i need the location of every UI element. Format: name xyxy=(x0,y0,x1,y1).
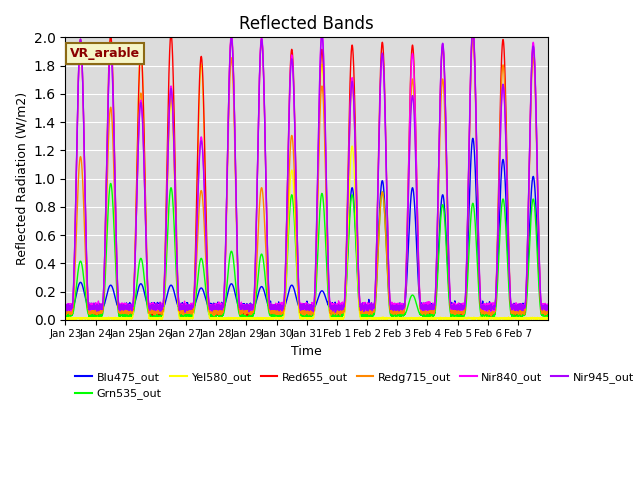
Nir840_out xyxy=(545,305,552,311)
Redg715_out xyxy=(487,313,495,319)
Yel580_out xyxy=(61,315,69,321)
Grn535_out xyxy=(162,276,170,282)
Nir840_out xyxy=(324,257,332,263)
Line: Yel580_out: Yel580_out xyxy=(65,47,548,320)
Red655_out xyxy=(475,261,483,267)
Nir840_out xyxy=(439,41,447,47)
Redg715_out xyxy=(469,35,477,41)
Redg715_out xyxy=(545,310,552,315)
Yel580_out xyxy=(463,316,470,322)
Grn535_out xyxy=(107,180,115,186)
Nir945_out xyxy=(324,259,332,264)
Blu475_out xyxy=(350,201,358,206)
Red655_out xyxy=(439,44,447,49)
Red655_out xyxy=(463,269,470,275)
Blu475_out xyxy=(324,302,332,308)
Redg715_out xyxy=(162,251,170,257)
Grn535_out xyxy=(324,293,332,299)
Red655_out xyxy=(469,28,477,34)
Blu475_out xyxy=(89,312,97,317)
Blu475_out xyxy=(475,276,483,282)
Nir840_out xyxy=(162,246,170,252)
Nir945_out xyxy=(332,310,339,315)
Nir840_out xyxy=(469,24,477,30)
Title: Reflected Bands: Reflected Bands xyxy=(239,15,374,33)
Redg715_out xyxy=(475,259,483,265)
Line: Grn535_out: Grn535_out xyxy=(65,183,548,318)
Blu475_out xyxy=(469,135,477,141)
Redg715_out xyxy=(324,271,332,277)
Grn535_out xyxy=(439,202,447,208)
Nir945_out xyxy=(350,108,358,114)
Y-axis label: Reflected Radiation (W/m2): Reflected Radiation (W/m2) xyxy=(15,92,28,265)
Nir945_out xyxy=(469,26,477,32)
Nir840_out xyxy=(350,102,358,108)
Red655_out xyxy=(162,235,170,240)
Yel580_out xyxy=(439,316,447,322)
Nir840_out xyxy=(463,268,470,274)
Yel580_out xyxy=(545,315,552,321)
Blu475_out xyxy=(439,192,447,198)
Yel580_out xyxy=(137,44,145,50)
X-axis label: Time: Time xyxy=(291,345,322,358)
Red655_out xyxy=(61,305,69,311)
Nir945_out xyxy=(463,265,470,271)
Nir840_out xyxy=(61,304,69,310)
Grn535_out xyxy=(350,209,358,215)
Nir945_out xyxy=(475,258,483,264)
Nir840_out xyxy=(487,309,495,314)
Yel580_out xyxy=(350,168,358,174)
Nir945_out xyxy=(439,40,447,46)
Line: Red655_out: Red655_out xyxy=(65,31,548,315)
Blu475_out xyxy=(545,304,552,310)
Yel580_out xyxy=(475,315,483,321)
Legend: Blu475_out, Grn535_out, Yel580_out, Red655_out, Redg715_out, Nir840_out, Nir945_: Blu475_out, Grn535_out, Yel580_out, Red6… xyxy=(71,368,638,404)
Grn535_out xyxy=(61,311,69,317)
Red655_out xyxy=(324,268,332,274)
Grn535_out xyxy=(327,315,335,321)
Grn535_out xyxy=(475,293,483,299)
Nir945_out xyxy=(162,247,170,252)
Red655_out xyxy=(545,306,552,312)
Nir945_out xyxy=(545,305,552,311)
Redg715_out xyxy=(61,307,69,313)
Nir840_out xyxy=(475,252,483,258)
Blu475_out xyxy=(162,299,170,304)
Yel580_out xyxy=(120,317,127,323)
Nir945_out xyxy=(61,304,69,310)
Line: Redg715_out: Redg715_out xyxy=(65,38,548,316)
Red655_out xyxy=(350,77,358,83)
Line: Nir840_out: Nir840_out xyxy=(65,27,548,312)
Redg715_out xyxy=(350,108,358,113)
Blu475_out xyxy=(463,281,470,287)
Yel580_out xyxy=(324,280,332,286)
Blu475_out xyxy=(61,304,69,310)
Yel580_out xyxy=(162,250,170,256)
Grn535_out xyxy=(545,311,552,316)
Redg715_out xyxy=(463,275,470,280)
Line: Blu475_out: Blu475_out xyxy=(65,138,548,314)
Grn535_out xyxy=(463,295,470,300)
Red655_out xyxy=(243,312,251,318)
Line: Nir945_out: Nir945_out xyxy=(65,29,548,312)
Text: VR_arable: VR_arable xyxy=(70,47,140,60)
Redg715_out xyxy=(439,76,447,82)
